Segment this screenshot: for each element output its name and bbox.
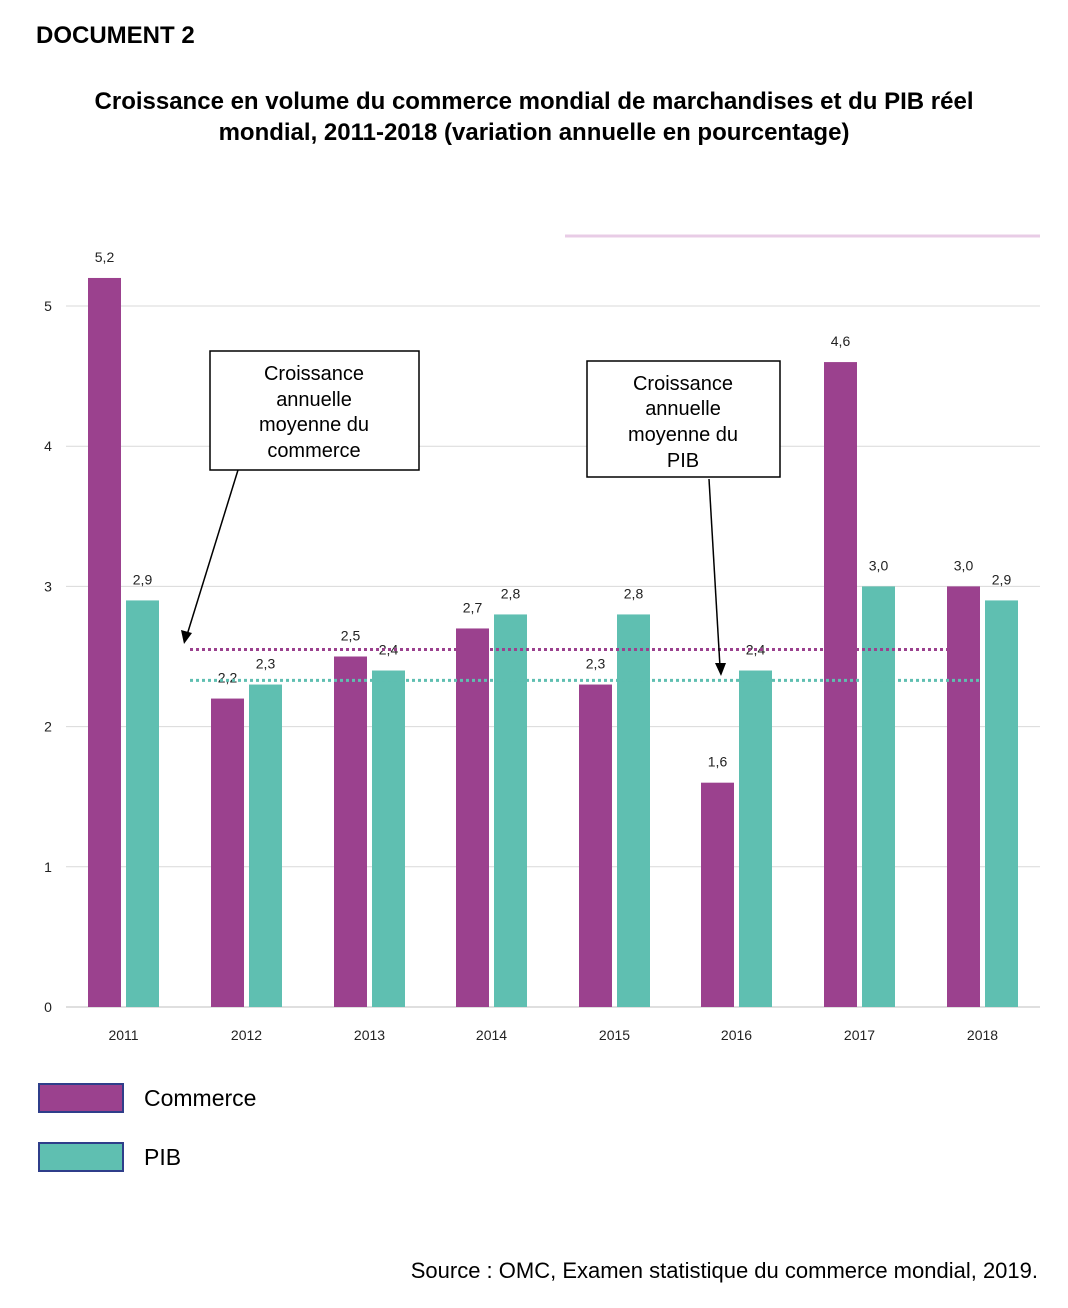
commerce-bar-2015 — [579, 684, 612, 1007]
annotation-commerce-line-2: annuelle — [276, 389, 352, 411]
x-tick-label-2015: 2015 — [599, 1027, 630, 1043]
pib-bar-2018 — [985, 600, 1018, 1007]
annotation-pib-line-1: Croissance — [633, 373, 733, 395]
annotation-commerce-box — [209, 350, 420, 471]
pib-bar-2011 — [126, 600, 159, 1007]
commerce-value-label-2018: 3,0 — [954, 557, 974, 573]
annotation-pib-line-4: PIB — [667, 450, 699, 472]
legend-commerce: Commerce — [38, 1081, 256, 1115]
annotation-pib-average: Croissance annuelle moyenne du PIB — [586, 360, 781, 676]
x-tick-label-2014: 2014 — [476, 1027, 507, 1043]
pib-value-label-2015: 2,8 — [624, 585, 644, 601]
commerce-bar-2012 — [211, 698, 244, 1007]
annotation-commerce-line-1: Croissance — [264, 363, 364, 385]
x-tick-label-2016: 2016 — [721, 1027, 752, 1043]
commerce-value-label-2011: 5,2 — [95, 249, 115, 265]
x-tick-label-2018: 2018 — [967, 1027, 998, 1043]
bars — [88, 277, 1018, 1008]
commerce-bar-2018 — [947, 586, 980, 1007]
pib-bar-2015 — [617, 614, 650, 1007]
commerce-value-label-2013: 2,5 — [341, 628, 361, 644]
pib-bar-2012 — [249, 684, 282, 1007]
commerce-bar-2011 — [88, 277, 121, 1008]
annotation-commerce-arrowhead — [181, 630, 192, 644]
pib-bar-2017 — [862, 586, 895, 1007]
annotation-pib-line-3: moyenne du — [628, 424, 738, 446]
pib-value-label-2011: 2,9 — [133, 571, 153, 587]
legend-commerce-swatch — [38, 1083, 124, 1113]
pib-bar-2014 — [494, 614, 527, 1007]
commerce-bar-2017 — [824, 362, 857, 1008]
legend-pib-label: PIB — [144, 1143, 182, 1170]
x-axis-ticks: 2011 2012 2013 2014 2015 2016 2017 2018 — [108, 1027, 998, 1043]
commerce-value-label-2012: 2,2 — [218, 670, 238, 686]
legend-pib-swatch — [38, 1142, 124, 1172]
source-note: Source : OMC, Examen statistique du comm… — [410, 1258, 1038, 1283]
y-tick-label-1: 1 — [44, 859, 52, 875]
chart-title-line-1: Croissance en volume du commerce mondial… — [94, 88, 974, 115]
commerce-value-label-2014: 2,7 — [463, 599, 483, 615]
chart-title-line-2: mondial, 2011-2018 (variation annuelle e… — [218, 119, 850, 146]
x-tick-label-2013: 2013 — [354, 1027, 385, 1043]
y-tick-label-4: 4 — [44, 438, 52, 454]
x-tick-label-2012: 2012 — [231, 1027, 262, 1043]
pib-value-label-2017: 3,0 — [869, 557, 889, 573]
y-tick-label-3: 3 — [44, 578, 52, 594]
annotation-pib-box — [586, 360, 781, 478]
annotation-pib-arrowhead — [715, 663, 726, 676]
commerce-value-label-2015: 2,3 — [586, 656, 606, 672]
annotation-pib-line-2: annuelle — [645, 398, 721, 420]
average-lines — [190, 647, 980, 682]
commerce-bar-2014 — [456, 628, 489, 1007]
y-tick-label-0: 0 — [44, 999, 52, 1015]
commerce-value-label-2016: 1,6 — [708, 754, 728, 770]
document-label: DOCUMENT 2 — [36, 22, 195, 49]
pib-value-label-2014: 2,8 — [501, 585, 521, 601]
y-tick-label-2: 2 — [44, 719, 52, 735]
annotation-commerce-arrow-line — [186, 469, 239, 636]
pib-bar-2013 — [372, 670, 405, 1007]
y-tick-label-5: 5 — [44, 298, 52, 314]
commerce-bar-2016 — [701, 782, 734, 1007]
x-tick-label-2017: 2017 — [844, 1027, 875, 1043]
pib-value-label-2018: 2,9 — [992, 571, 1012, 587]
x-tick-label-2011: 2011 — [108, 1027, 138, 1043]
annotation-pib-arrow-line — [708, 478, 721, 668]
legend-commerce-label: Commerce — [144, 1084, 257, 1111]
pib-bar-2016 — [739, 670, 772, 1007]
pib-value-label-2012: 2,3 — [256, 656, 276, 672]
annotation-commerce-line-4: commerce — [267, 440, 360, 462]
annotation-commerce-average: Croissance annuelle moyenne du commerce — [181, 350, 420, 644]
annotation-commerce-line-3: moyenne du — [259, 414, 369, 436]
commerce-value-label-2017: 4,6 — [831, 333, 851, 349]
y-axis-ticks: 0 1 2 3 4 5 — [44, 298, 52, 1015]
commerce-bar-2013 — [334, 656, 367, 1007]
legend-pib: PIB — [38, 1140, 181, 1174]
chart-title: Croissance en volume du commerce mondial… — [0, 86, 1068, 148]
